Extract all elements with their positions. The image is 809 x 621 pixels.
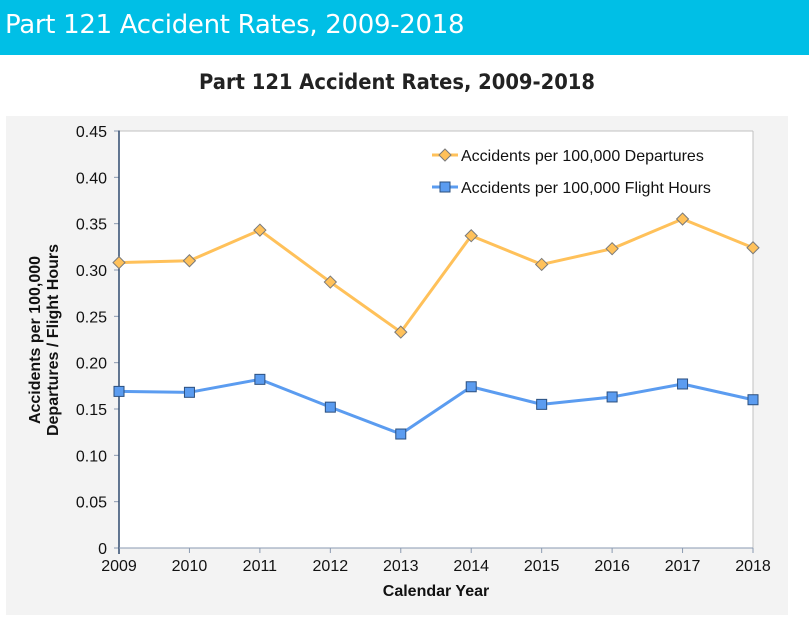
series-line bbox=[118, 377, 754, 436]
y-tick-label: 0.30 bbox=[76, 263, 107, 280]
x-tick-label: 2015 bbox=[524, 558, 560, 575]
data-point-diamond bbox=[746, 241, 760, 255]
data-point-square bbox=[395, 428, 407, 440]
y-tick-label: 0.05 bbox=[76, 495, 107, 512]
legend-marker-square bbox=[439, 181, 451, 193]
y-axis-ticks: 0 0.05 0.10 0.15 0.20 0.25 0.30 0.35 0.40 0.45 bbox=[76, 124, 119, 558]
data-point-square bbox=[677, 378, 689, 390]
y-tick-label: 0.25 bbox=[76, 309, 107, 326]
x-tick-label: 2016 bbox=[594, 558, 630, 575]
series-layer bbox=[112, 212, 760, 440]
y-axis-title: Accidents per 100,000 Departures / Fligh… bbox=[27, 244, 62, 436]
data-point-diamond bbox=[182, 254, 197, 268]
legend-item: Accidents per 100,000 Departures bbox=[432, 148, 704, 165]
data-point-diamond bbox=[675, 212, 690, 226]
data-point-square bbox=[254, 373, 266, 385]
x-tick-label: 2011 bbox=[243, 558, 278, 575]
chart-title: Part 121 Accident Rates, 2009-2018 bbox=[198, 70, 595, 94]
y-axis-title-line-1: Accidents per 100,000 bbox=[27, 256, 44, 424]
data-point-diamond bbox=[605, 241, 619, 256]
data-point-square bbox=[324, 401, 336, 413]
data-point-square bbox=[747, 394, 759, 406]
y-tick-label: 0.20 bbox=[76, 356, 107, 373]
x-tick-label: 2009 bbox=[101, 558, 137, 575]
legend-item: Accidents per 100,000 Flight Hours bbox=[432, 180, 711, 197]
legend-marker-diamond bbox=[438, 148, 452, 162]
series-line bbox=[118, 217, 754, 334]
x-tick-label: 2013 bbox=[383, 558, 419, 575]
x-tick-label: 2018 bbox=[735, 558, 771, 575]
y-tick-label: 0.15 bbox=[76, 402, 107, 419]
plot-area bbox=[119, 131, 753, 548]
legend-label: Accidents per 100,000 Departures bbox=[461, 148, 704, 165]
y-tick-label: 0.10 bbox=[76, 448, 107, 465]
x-tick-label: 2017 bbox=[665, 558, 701, 575]
data-point-square bbox=[183, 386, 195, 398]
data-point-diamond bbox=[464, 229, 478, 243]
data-point-diamond bbox=[112, 255, 126, 270]
series-flight-hours bbox=[113, 373, 759, 440]
x-tick-label: 2014 bbox=[453, 558, 489, 575]
y-tick-label: 0 bbox=[98, 541, 107, 558]
x-tick-label: 2012 bbox=[313, 558, 349, 575]
y-axis-title-line-2: Departures / Flight Hours bbox=[45, 244, 62, 436]
data-point-square bbox=[606, 391, 618, 403]
legend: Accidents per 100,000 Departures Accident… bbox=[432, 148, 711, 197]
data-point-square bbox=[113, 385, 125, 397]
data-point-diamond bbox=[394, 325, 408, 339]
data-point-square bbox=[536, 398, 548, 410]
series-departures bbox=[112, 212, 760, 339]
data-point-diamond bbox=[253, 223, 267, 237]
data-point-diamond bbox=[534, 257, 549, 272]
y-tick-label: 0.35 bbox=[76, 217, 107, 234]
x-axis-title: Calendar Year bbox=[383, 583, 489, 600]
page-header-bar: Part 121 Accident Rates, 2009-2018 bbox=[0, 0, 809, 55]
x-tick-label: 2010 bbox=[172, 558, 208, 575]
page-header-title: Part 121 Accident Rates, 2009-2018 bbox=[5, 10, 465, 40]
y-tick-label: 0.45 bbox=[76, 124, 107, 141]
legend-label: Accidents per 100,000 Flight Hours bbox=[461, 180, 711, 197]
y-tick-label: 0.40 bbox=[76, 170, 107, 187]
data-point-diamond bbox=[323, 275, 338, 289]
x-axis-ticks: 2009 2010 2011 2012 2013 2014 2015 2016 2017 2018 bbox=[101, 548, 771, 575]
data-point-square bbox=[465, 381, 477, 393]
